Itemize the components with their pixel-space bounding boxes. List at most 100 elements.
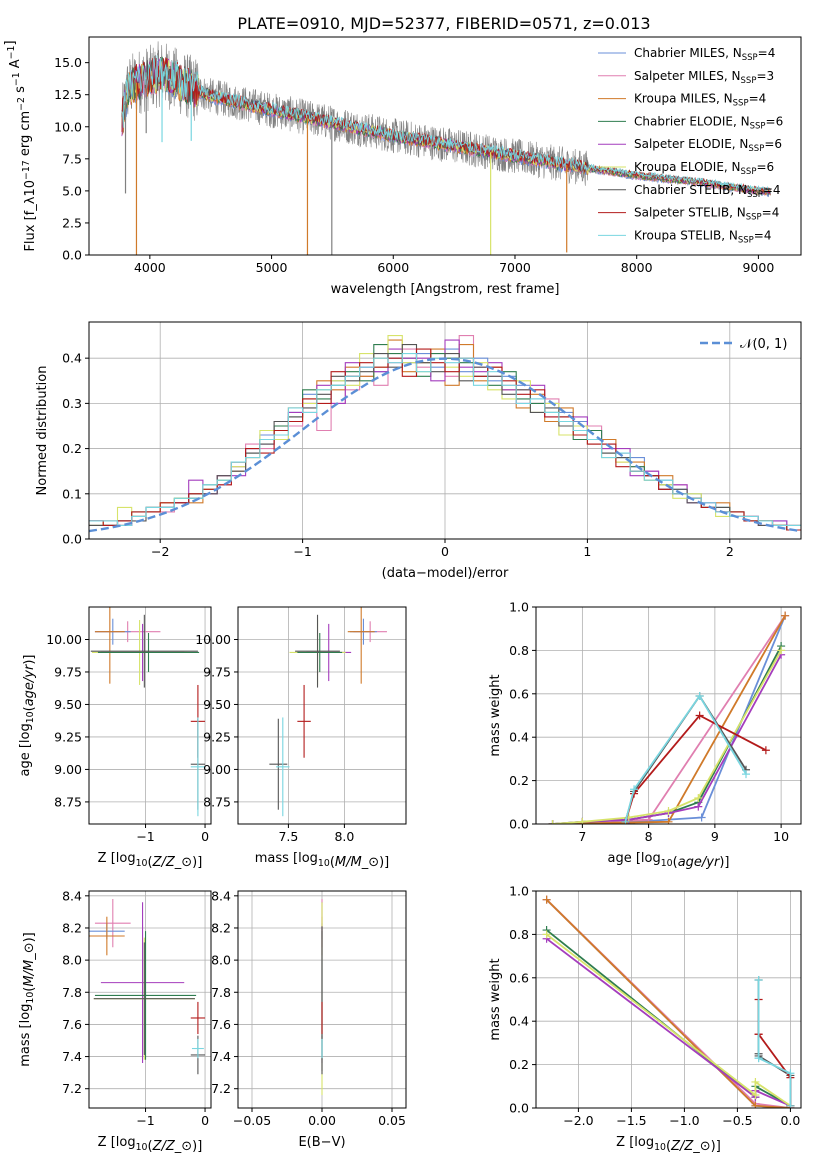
y-tick-label: 8.75 (203, 794, 231, 809)
weight-line-salpeter-miles (545, 899, 791, 1108)
weight-marker (695, 711, 704, 720)
y-tick-label: 0.8 (509, 927, 529, 942)
y-tick-label: 7.2 (62, 1081, 82, 1096)
weight-marker (578, 817, 587, 824)
histogram-kroupa-stelib (89, 353, 801, 526)
y-tick-label: 7.6 (211, 1017, 231, 1032)
x-tick-label: −2 (151, 544, 169, 559)
y-tick-label: 7.5 (62, 151, 82, 166)
y-tick-label: 8.4 (211, 888, 231, 903)
weight-marker (697, 813, 706, 822)
legend-label: Salpeter STELIB, NSSP=4 (634, 206, 779, 223)
weight-marker (621, 817, 630, 824)
x-tick-label: −0.5 (722, 1113, 752, 1128)
y-tick-label: 0.8 (509, 643, 529, 658)
weight-marker (694, 802, 703, 811)
weight-line-kroupa-miles (545, 899, 791, 1108)
y-tick-label: 15.0 (54, 55, 82, 70)
legend-label: Kroupa ELODIE, NSSP=6 (634, 160, 774, 177)
x-tick-label: 7000 (499, 260, 531, 275)
y-tick-label: 0.4 (62, 351, 82, 366)
y-tick-label: 1.0 (509, 884, 529, 899)
y-axis-label: mass [log10(M/M_⊙)] (18, 932, 37, 1067)
x-tick-label: −1.0 (669, 1113, 699, 1128)
x-axis-label: mass [log10(M/M_⊙)] (255, 851, 390, 870)
weight-line-salpeter-miles (552, 615, 786, 824)
y-tick-label: 7.6 (62, 1017, 82, 1032)
y-tick-label: 7.4 (211, 1049, 231, 1064)
legend-label: Kroupa MILES, NSSP=4 (634, 92, 766, 109)
y-axis-label: Normed distribution (35, 366, 50, 496)
weight_vs_Z-axes: −2.0 −1.5 −1.0 −0.5 0.0 0.0 0.2 0.4 0.6 0.8 1.0 Z [… (488, 884, 802, 1154)
y-tick-label: 7.8 (211, 985, 231, 1000)
x-tick-label: 2 (726, 544, 734, 559)
y-axis-label: mass weight (488, 958, 503, 1040)
y-tick-label: 9.75 (203, 664, 231, 679)
y-tick-label: 0.3 (62, 396, 82, 411)
x-tick-label: 10 (773, 829, 789, 844)
y-tick-label: 7.4 (62, 1049, 82, 1064)
y-tick-label: 10.00 (195, 632, 231, 647)
weight_vs_age-axes: 7 8 9 10 0.0 0.2 0.4 0.6 0.8 1.0 age [log10(age/yr… (488, 600, 802, 870)
x-tick-label: 1 (583, 544, 591, 559)
legend-label: 𝒩(0, 1) (740, 337, 787, 352)
weight-marker (754, 1054, 763, 1063)
weight-marker (751, 1090, 760, 1099)
spectrum-legend: Chabrier MILES, NSSP=4 Salpeter MILES, NS… (598, 46, 783, 245)
x-axis-label: Z [log10(Z/Z_⊙)] (616, 1135, 721, 1154)
y-tick-label: 0.2 (509, 773, 529, 788)
axes-frame (88, 36, 802, 256)
weight-marker (630, 785, 639, 794)
y-tick-label: 9.75 (54, 664, 82, 679)
y-tick-label: 8.2 (211, 920, 231, 935)
y-tick-label: 2.5 (62, 215, 82, 230)
y-tick-label: 7.2 (211, 1081, 231, 1096)
weight-marker (742, 770, 751, 779)
y-tick-label: 9.50 (203, 697, 231, 712)
y-tick-label: 9.50 (54, 697, 82, 712)
weight-marker (781, 611, 790, 620)
x-tick-label: 4000 (134, 260, 166, 275)
legend-label: Chabrier MILES, NSSP=4 (634, 46, 775, 63)
x-axis-label: E(B−V) (298, 1135, 345, 1150)
x-tick-label: 0 (441, 544, 449, 559)
axes-frame (535, 606, 802, 825)
age_vs_mass-axes: 7.5 8.0 8.75 9.00 9.25 9.50 9.75 10.00 mass [log… (195, 606, 407, 870)
axes-frame (88, 890, 212, 1109)
y-tick-label: 9.25 (203, 729, 231, 744)
weight-marker (761, 746, 770, 755)
legend-label: Chabrier STELIB, NSSP=4 (634, 183, 781, 200)
x-tick-label: 8 (645, 829, 653, 844)
age_vs_Z-axes: −1 0 8.75 9.00 9.25 9.50 9.75 10.00 Z [log10(Z/Z… (18, 606, 212, 870)
y-tick-label: 0.0 (509, 1101, 529, 1116)
y-tick-label: 0.4 (509, 1014, 529, 1029)
x-tick-label: 0.05 (378, 1113, 406, 1128)
x-tick-label: −1 (293, 544, 311, 559)
x-axis-label: (data−model)/error (382, 566, 509, 581)
weight-marker (751, 1077, 760, 1086)
y-tick-label: 7.8 (62, 985, 82, 1000)
x-tick-label: 8000 (621, 260, 653, 275)
weight_vs_age-plot-area (548, 611, 790, 824)
model-spectrum-kroupa-stelib (121, 55, 771, 193)
x-tick-label: 9 (711, 829, 719, 844)
x-tick-label: 0 (201, 1113, 209, 1128)
spectrum-plot-area (121, 41, 771, 255)
x-axis-label: Z [log10(Z/Z_⊙)] (98, 851, 203, 870)
axes-frame (535, 890, 802, 1109)
y-tick-label: 10.0 (54, 119, 82, 134)
residuals-plot-area (89, 335, 801, 533)
mass_vs_ebv-axes: −0.05 0.00 0.05 7.2 7.4 7.6 7.8 8.0 8.2 8.4 E(B−V) (211, 888, 407, 1150)
age_vs_Z-plot-area (90, 607, 206, 817)
residuals-legend: 𝒩(0, 1) (700, 337, 787, 352)
x-tick-label: 7.5 (278, 829, 298, 844)
x-axis-label: age [log10(age/yr)] (607, 851, 729, 870)
y-axis-label: mass weight (488, 674, 503, 756)
y-axis-label: Flux [f_λ10−17 erg cm−2 s−1 A−1] (3, 40, 38, 251)
y-tick-label: 1.0 (509, 600, 529, 615)
x-tick-label: 0.0 (780, 1113, 800, 1128)
weight-line-kroupa-miles (552, 615, 786, 824)
x-tick-label: 6000 (377, 260, 409, 275)
y-tick-label: 8.4 (62, 888, 82, 903)
y-tick-label: 0.0 (62, 532, 82, 547)
